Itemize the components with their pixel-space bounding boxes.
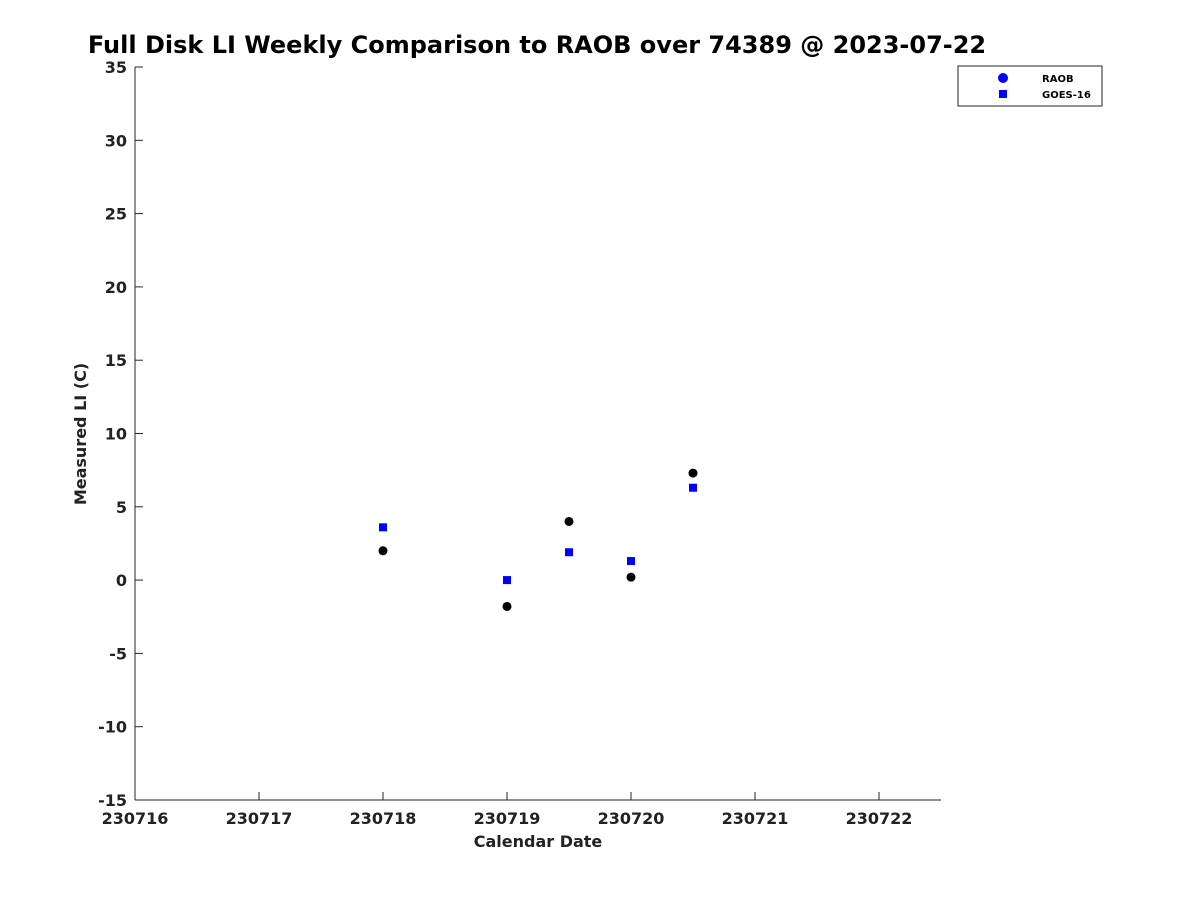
x-tick-label: 230719 [474, 809, 541, 828]
y-tick-label: 5 [116, 498, 127, 517]
legend-entries: RAOB GOES-16 [998, 73, 1091, 101]
raob-point [626, 572, 636, 582]
legend-marker-goes-16 [999, 90, 1007, 98]
x-tick-label: 230721 [722, 809, 789, 828]
x-axis-ticks: 230716 230717 230718 230719 230720 230721 2307… [102, 792, 913, 828]
y-tick-label: -10 [98, 718, 127, 737]
x-tick-label: 230718 [350, 809, 417, 828]
legend-label-goes-16: GOES-16 [1042, 90, 1091, 101]
goes-16-point [627, 557, 635, 566]
x-tick-label: 230722 [846, 809, 913, 828]
y-tick-label: 20 [105, 278, 127, 297]
y-tick-label: 30 [105, 131, 127, 150]
y-tick-label: 25 [105, 205, 127, 224]
goes-16-point [379, 523, 387, 532]
x-axis-label: Calendar Date [474, 832, 603, 851]
y-tick-label: -15 [98, 791, 127, 810]
x-tick-label: 230717 [226, 809, 293, 828]
y-tick-label: 0 [116, 571, 127, 590]
x-tick-label: 230716 [102, 809, 169, 828]
raob-point [502, 601, 512, 611]
x-tick-label: 230720 [598, 809, 665, 828]
chart-title: Full Disk LI Weekly Comparison to RAOB o… [88, 31, 986, 59]
goes-16-point [689, 483, 697, 492]
data-points [378, 468, 698, 611]
y-tick-label: 15 [105, 351, 127, 370]
y-axis-ticks: -15 -10 -5 0 5 10 15 20 25 30 35 [98, 58, 143, 810]
y-axis-label: Measured LI (C) [71, 363, 90, 505]
goes-16-point [565, 548, 573, 557]
raob-point [564, 516, 574, 526]
goes-16-point [503, 576, 511, 585]
legend-label-raob: RAOB [1042, 74, 1074, 85]
raob-point [378, 546, 388, 556]
y-tick-label: -5 [109, 644, 127, 663]
y-tick-label: 10 [105, 425, 127, 444]
raob-point [688, 468, 698, 478]
y-tick-label: 35 [105, 58, 127, 77]
legend: RAOB GOES-16 [957, 65, 1103, 107]
legend-marker-raob [998, 73, 1008, 83]
legend-box [957, 65, 1103, 107]
